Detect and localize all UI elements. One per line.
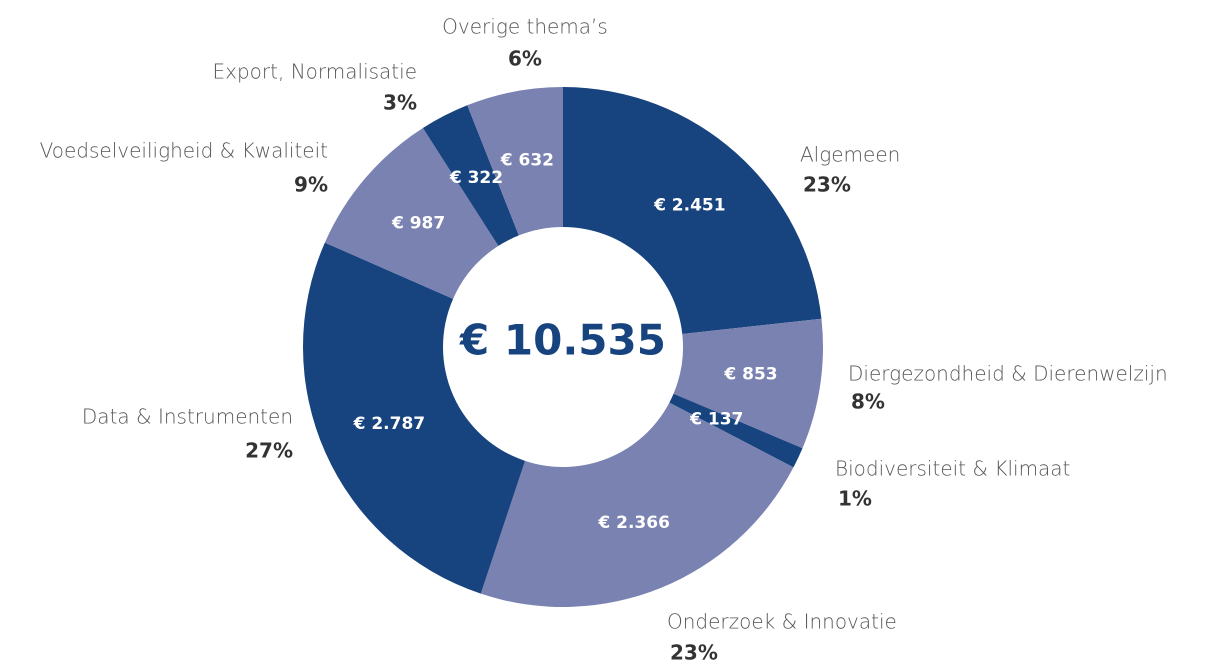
donut-segment bbox=[673, 318, 823, 449]
value-label: € 632 bbox=[500, 150, 554, 170]
percent-label: 3% bbox=[383, 91, 417, 115]
value-label: € 322 bbox=[449, 168, 503, 188]
category-label: Data & Instrumenten bbox=[82, 405, 293, 429]
donut-segment bbox=[302, 242, 526, 594]
percent-label: 9% bbox=[294, 173, 328, 197]
donut-segment bbox=[563, 87, 822, 334]
donut-segment bbox=[324, 127, 499, 299]
value-label: € 2.787 bbox=[353, 414, 426, 434]
donut-segment bbox=[669, 393, 803, 468]
center-label: € 10.535 bbox=[459, 316, 666, 365]
category-label: Voedselveiligheid & Kwaliteit bbox=[40, 139, 328, 163]
category-label: Onderzoek & Innovatie bbox=[667, 610, 897, 634]
percent-label: 23% bbox=[803, 173, 851, 197]
donut-segment bbox=[480, 402, 794, 607]
value-label: € 2.366 bbox=[597, 513, 670, 533]
value-label: € 2.451 bbox=[653, 196, 726, 216]
value-label: € 987 bbox=[391, 214, 445, 234]
category-label: Biodiversiteit & Klimaat bbox=[835, 457, 1070, 481]
category-label: Overige thema’s bbox=[442, 15, 608, 39]
category-label: Diergezondheid & Dierenwelzijn bbox=[848, 362, 1168, 386]
value-label: € 137 bbox=[689, 410, 743, 430]
donut-segment bbox=[467, 87, 563, 236]
category-label: Algemeen bbox=[800, 143, 900, 167]
percent-label: 1% bbox=[838, 487, 872, 511]
percent-label: 27% bbox=[245, 439, 293, 463]
donut-segment bbox=[422, 105, 519, 246]
percent-label: 8% bbox=[851, 390, 885, 414]
category-label: Export, Normalisatie bbox=[213, 60, 417, 84]
percent-label: 6% bbox=[508, 47, 542, 71]
percent-label: 23% bbox=[670, 641, 718, 663]
value-label: € 853 bbox=[723, 365, 777, 385]
